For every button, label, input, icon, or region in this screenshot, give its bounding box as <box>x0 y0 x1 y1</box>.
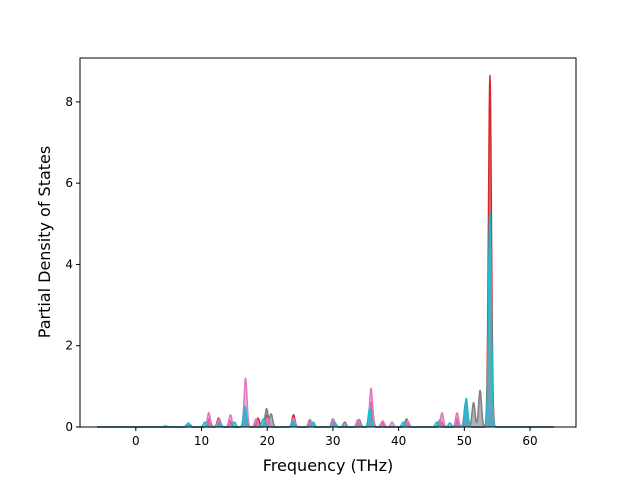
plot-frame <box>79 57 577 428</box>
x-tick-label: 0 <box>132 434 140 448</box>
y-tick-label: 6 <box>65 176 73 190</box>
x-tick-label: 30 <box>325 434 340 448</box>
x-axis-ticks: 0 10 20 30 40 50 60 <box>132 427 538 448</box>
y-tick-label: 4 <box>65 257 73 271</box>
x-tick-label: 40 <box>391 434 406 448</box>
y-tick-label: 0 <box>65 420 73 434</box>
x-axis-title: Frequency (THz) <box>263 456 393 475</box>
x-tick-label: 50 <box>457 434 472 448</box>
y-axis-ticks: 0 2 4 6 8 <box>65 95 80 434</box>
y-tick-label: 8 <box>65 95 73 109</box>
x-tick-label: 10 <box>194 434 209 448</box>
y-axis-title: Partial Density of States <box>35 146 54 338</box>
x-tick-label: 20 <box>260 434 275 448</box>
y-tick-label: 2 <box>65 339 73 353</box>
x-tick-label: 60 <box>522 434 537 448</box>
